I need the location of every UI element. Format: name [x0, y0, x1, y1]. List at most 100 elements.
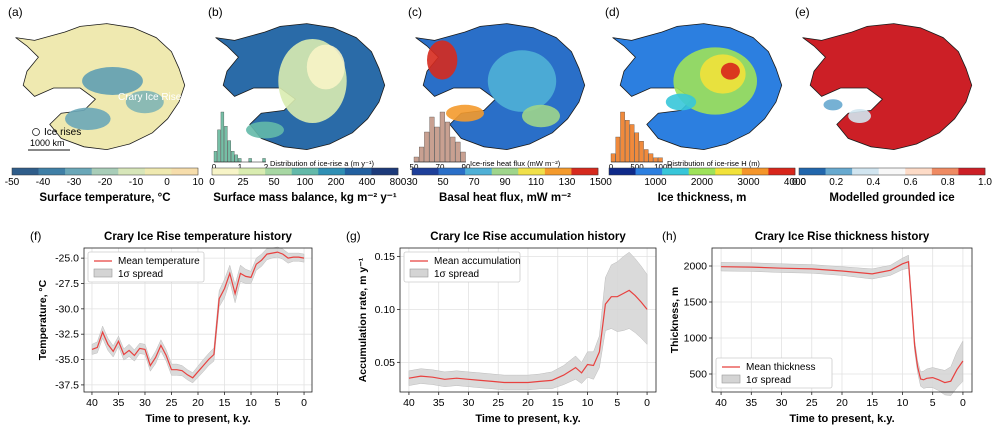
histogram-bar — [231, 151, 235, 163]
y-tick-label: 1000 — [684, 333, 708, 345]
colorbar-segment — [118, 168, 146, 175]
x-tick-label: 25 — [166, 397, 178, 409]
histogram-bar — [217, 129, 221, 163]
y-tick-label: 2000 — [684, 261, 708, 273]
chart-title: Crary Ice Rise accumulation history — [430, 231, 626, 243]
colorbar-segment — [171, 168, 199, 175]
legend-spread-swatch — [93, 268, 113, 278]
map-field-region — [720, 62, 740, 80]
legend-mean-label: Mean temperature — [118, 256, 200, 267]
histogram-bar — [620, 111, 625, 163]
colorbar-segment — [852, 168, 880, 175]
histogram-bar — [227, 140, 231, 163]
histogram-bar — [634, 132, 640, 163]
histogram-label: Ice-rise heat flux (mW m⁻²) — [470, 159, 561, 168]
histogram-bar — [434, 126, 440, 163]
x-tick-label: 35 — [113, 397, 125, 409]
histogram-bar — [419, 146, 425, 163]
colorbar-title: Modelled grounded ice — [829, 192, 954, 204]
histogram-bar — [658, 157, 663, 163]
histogram-bar — [262, 158, 266, 163]
legend-box — [403, 251, 521, 283]
colorbar-tick-label: 800 — [390, 177, 407, 188]
legend-spread-label: 1σ spread — [118, 269, 163, 280]
colorbar-tick-label: -20 — [98, 177, 113, 188]
colorbar-segment — [465, 168, 493, 175]
colorbar-segment — [905, 168, 933, 175]
map-field-region — [306, 44, 345, 90]
x-tick-label: 5 — [930, 397, 936, 409]
colorbar-segment — [518, 168, 546, 175]
colorbar-tick-label: 90 — [499, 177, 511, 188]
legend-box — [715, 357, 833, 389]
legend-spread-label: 1σ spread — [434, 269, 479, 280]
colorbar-segment — [12, 168, 39, 175]
colorbar-tick-label: 0 — [209, 177, 215, 188]
colorbar-segment — [958, 168, 986, 175]
colorbar-tick-label: 70 — [468, 177, 480, 188]
panel-label: (e) — [795, 5, 810, 19]
colorbar-segment — [715, 168, 743, 175]
colorbar-tick-label: -30 — [67, 177, 82, 188]
histogram-bar — [220, 111, 225, 163]
histogram-tick: 50 — [410, 163, 419, 172]
y-axis-label: Thickness, m — [669, 287, 681, 354]
panel-label: (c) — [408, 5, 422, 19]
legend-spread-swatch — [721, 374, 741, 384]
histogram-bar — [625, 120, 630, 163]
spread-band — [720, 254, 964, 396]
histogram-bar — [429, 116, 435, 163]
y-axis-label: Temperature, °C — [37, 279, 49, 360]
colorbar-segment — [371, 168, 399, 175]
x-tick-label: 15 — [866, 397, 878, 409]
x-tick-label: 30 — [463, 397, 475, 409]
x-axis-label: Time to present, k.y. — [789, 413, 894, 425]
x-tick-label: 20 — [192, 397, 204, 409]
colorbar-segment — [768, 168, 796, 175]
colorbar-frame — [211, 167, 399, 176]
colorbar-title: Basal heat flux, mW m⁻² — [439, 192, 571, 204]
colorbar-segment — [144, 168, 172, 175]
histogram-bar — [610, 153, 616, 163]
y-tick-label: -32.5 — [55, 329, 79, 341]
x-tick-label: 40 — [715, 397, 727, 409]
panel-label: (b) — [208, 5, 223, 19]
legend-box — [87, 251, 205, 283]
y-tick-label: 0.10 — [375, 304, 396, 316]
colorbar-tick-label: 110 — [528, 177, 544, 188]
map-field-region — [446, 104, 484, 122]
colorbar-segment — [571, 168, 599, 175]
histogram-bar — [248, 158, 252, 163]
colorbar-tick-label: 0 — [164, 177, 170, 188]
colorbar-segment — [688, 168, 716, 175]
histogram-bar — [413, 156, 419, 163]
colorbar-segment — [609, 168, 636, 175]
colorbar-tick-label: 200 — [328, 177, 345, 188]
x-tick-label: 30 — [139, 397, 151, 409]
y-tick-label: 0.15 — [375, 251, 396, 263]
map-panel-3: (c)50 70 90 Ice-rise heat flux (mW m⁻²)30 50… — [406, 5, 606, 204]
colorbar-segment — [344, 168, 372, 175]
colorbar-tick-label: 0.6 — [904, 177, 918, 188]
chart-title: Crary Ice Rise thickness history — [755, 231, 930, 243]
colorbar-tick-label: 150 — [590, 177, 607, 188]
colorbar-tick-label: 50 — [437, 177, 449, 188]
x-tick-label: 0 — [644, 397, 650, 409]
colorbar-segment — [38, 168, 66, 175]
spread-band — [408, 251, 648, 391]
colorbar-segment — [238, 168, 266, 175]
colorbar-tick-label: 100 — [297, 177, 314, 188]
colorbar-tick-label: 50 — [268, 177, 280, 188]
colorbar-tick-label: 0 — [606, 177, 612, 188]
y-tick-label: -35.0 — [55, 354, 79, 366]
colorbar-tick-label: 1000 — [644, 177, 667, 188]
x-tick-label: 40 — [86, 397, 98, 409]
ice-rise-legend-marker — [32, 128, 40, 136]
colorbar-segment — [635, 168, 663, 175]
colorbar-tick-label: 0.0 — [792, 177, 806, 188]
colorbar-tick-label: 130 — [559, 177, 576, 188]
colorbar-segment — [212, 168, 239, 175]
x-tick-label: 25 — [492, 397, 504, 409]
histogram-bar — [460, 151, 466, 163]
